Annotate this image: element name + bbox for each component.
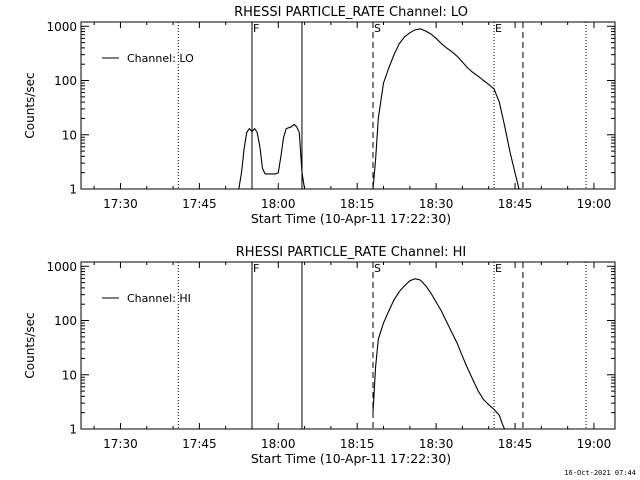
time-marker-label: S — [374, 262, 381, 275]
time-marker-label: F — [253, 22, 259, 35]
x-tick-label: 17:30 — [103, 197, 138, 211]
y-axis-label: Counts/sec — [23, 72, 37, 138]
generation-timestamp: 16-Oct-2021 07:44 — [564, 469, 636, 477]
time-marker-label: F — [253, 262, 259, 275]
x-tick-label: 18:15 — [340, 197, 375, 211]
y-tick-label: 1 — [69, 183, 77, 197]
series-line — [238, 123, 306, 190]
x-tick-label: 18:00 — [261, 197, 296, 211]
legend-label: Channel: HI — [127, 292, 191, 305]
x-tick-label: 18:30 — [419, 197, 454, 211]
y-tick-label: 100 — [54, 74, 77, 88]
y-tick-label: 10 — [62, 128, 77, 142]
series-line — [372, 278, 506, 430]
time-marker-label: S — [374, 22, 381, 35]
x-tick-label: 18:15 — [340, 437, 375, 451]
y-tick-label: 10 — [62, 368, 77, 382]
lo-channel-panel: RHESSI PARTICLE_RATE Channel: LO 17:30 17:… — [23, 5, 616, 226]
x-tick-label: 18:45 — [498, 197, 533, 211]
plot-frame — [80, 261, 616, 430]
x-tick-label: 19:00 — [577, 197, 612, 211]
chart-title: RHESSI PARTICLE_RATE Channel: HI — [236, 245, 466, 260]
y-tick-label: 1 — [69, 423, 77, 437]
hi-channel-panel: RHESSI PARTICLE_RATE Channel: HI 17:30 17:… — [23, 245, 616, 466]
time-marker-label: E — [495, 262, 502, 275]
x-tick-label: 17:45 — [182, 437, 217, 451]
y-tick-label: 1000 — [46, 20, 77, 34]
x-tick-label: 17:30 — [103, 437, 138, 451]
y-tick-label: 1000 — [46, 260, 77, 274]
x-axis-label: Start Time (10-Apr-11 17:22:30) — [251, 211, 451, 226]
x-axis-label: Start Time (10-Apr-11 17:22:30) — [251, 451, 451, 466]
x-tick-label: 17:45 — [182, 197, 217, 211]
y-tick-label: 100 — [54, 314, 77, 328]
chart-title: RHESSI PARTICLE_RATE Channel: LO — [234, 5, 468, 20]
series-line — [372, 28, 520, 190]
y-axis-label: Counts/sec — [23, 312, 37, 378]
x-tick-label: 18:30 — [419, 437, 454, 451]
x-tick-label: 18:45 — [498, 437, 533, 451]
plot-frame — [80, 21, 616, 190]
x-tick-label: 18:00 — [261, 437, 296, 451]
time-marker-label: E — [495, 22, 502, 35]
legend-label: Channel: LO — [127, 52, 194, 65]
x-tick-label: 19:00 — [577, 437, 612, 451]
